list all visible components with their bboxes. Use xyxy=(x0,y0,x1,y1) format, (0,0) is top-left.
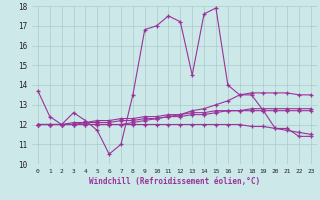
X-axis label: Windchill (Refroidissement éolien,°C): Windchill (Refroidissement éolien,°C) xyxy=(89,177,260,186)
